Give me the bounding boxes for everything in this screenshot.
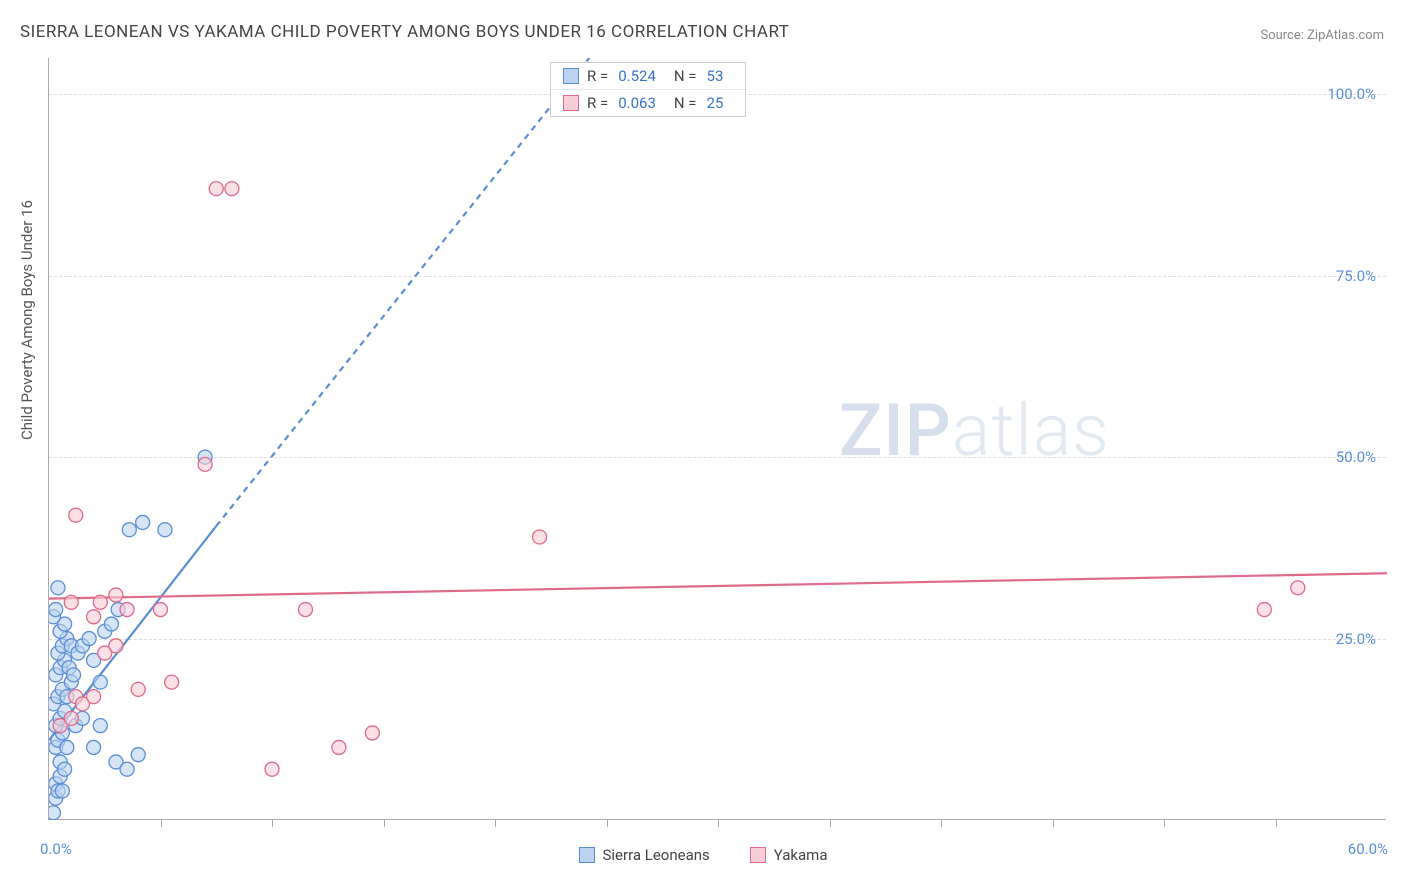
x-tick	[718, 819, 719, 827]
legend-label-sierra: Sierra Leoneans	[603, 846, 710, 864]
y-axis-label: Child Poverty Among Boys Under 16	[18, 200, 36, 440]
r-value-sierra: 0.524	[618, 67, 656, 85]
series-legend: Sierra Leoneans Yakama	[0, 846, 1406, 864]
legend-row-sierra: R = 0.524 N = 53	[551, 63, 745, 89]
x-tick	[607, 819, 608, 827]
n-label-sierra: N =	[674, 67, 697, 85]
legend-item-sierra: Sierra Leoneans	[579, 846, 710, 864]
n-value-sierra: 53	[707, 67, 724, 85]
chart-title: SIERRA LEONEAN VS YAKAMA CHILD POVERTY A…	[20, 22, 789, 42]
scatter-plot-svg	[49, 58, 1387, 820]
r-label-yakama: R =	[587, 94, 608, 112]
x-tick	[272, 819, 273, 827]
x-tick	[384, 819, 385, 827]
x-tick	[1276, 819, 1277, 827]
swatch-yakama	[563, 95, 579, 111]
swatch-sierra	[563, 68, 579, 84]
x-tick	[1164, 819, 1165, 827]
n-value-yakama: 25	[707, 94, 724, 112]
n-label-yakama: N =	[674, 94, 697, 112]
x-tick	[1053, 819, 1054, 827]
x-tick	[830, 819, 831, 827]
legend-label-yakama: Yakama	[774, 846, 828, 864]
swatch-sierra-bottom	[579, 847, 595, 863]
source-prefix: Source:	[1260, 28, 1307, 43]
x-tick	[495, 819, 496, 827]
swatch-yakama-bottom	[750, 847, 766, 863]
r-label-sierra: R =	[587, 67, 608, 85]
x-tick	[161, 819, 162, 827]
source-attribution: Source: ZipAtlas.com	[1260, 28, 1384, 43]
legend-item-yakama: Yakama	[750, 846, 828, 864]
r-value-yakama: 0.063	[618, 94, 656, 112]
x-tick	[941, 819, 942, 827]
source-link[interactable]: ZipAtlas.com	[1307, 28, 1384, 43]
chart-plot-area: ZIPatlas 25.0%50.0%75.0%100.0%	[48, 58, 1386, 820]
legend-row-yakama: R = 0.063 N = 25	[551, 89, 745, 116]
correlation-legend: R = 0.524 N = 53 R = 0.063 N = 25	[550, 62, 746, 117]
